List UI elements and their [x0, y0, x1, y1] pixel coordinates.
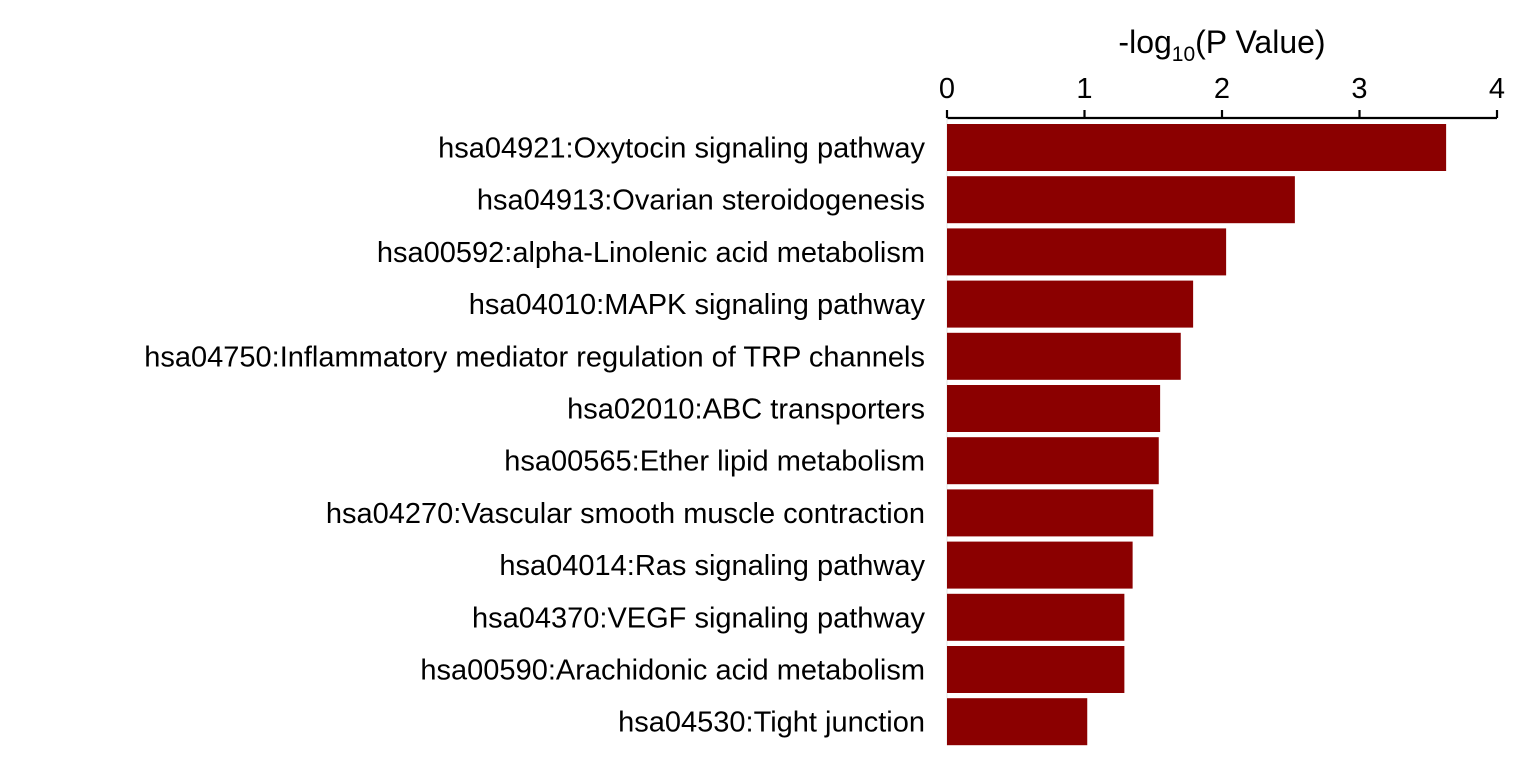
bar-5 — [947, 385, 1161, 432]
bar-6 — [947, 437, 1159, 485]
category-label-10: hsa00590:Arachidonic acid metabolism — [420, 655, 925, 687]
x-tick-label-4: 4 — [1489, 73, 1505, 105]
category-label-9: hsa04370:VEGF signaling pathway — [472, 602, 926, 634]
x-tick-label-0: 0 — [939, 73, 955, 105]
x-axis-title-prefix: -log — [1118, 24, 1171, 60]
category-label-4: hsa04750:Inflammatory mediator regulatio… — [144, 341, 925, 373]
x-axis-title-subscript: 10 — [1172, 43, 1195, 66]
category-label-6: hsa00565:Ether lipid metabolism — [504, 446, 925, 478]
category-label-2: hsa00592:alpha-Linolenic acid metabolism — [377, 237, 925, 269]
category-label-5: hsa02010:ABC transporters — [567, 394, 925, 426]
bar-1 — [947, 176, 1295, 224]
bars — [947, 124, 1447, 746]
bar-11 — [947, 698, 1088, 746]
x-axis-title-suffix: (P Value) — [1195, 24, 1325, 60]
bar-2 — [947, 228, 1227, 276]
x-tick-label-1: 1 — [1076, 73, 1092, 105]
category-labels: hsa04921:Oxytocin signaling pathway hsa04… — [144, 133, 925, 739]
category-label-3: hsa04010:MAPK signaling pathway — [469, 289, 926, 321]
bar-10 — [947, 646, 1125, 693]
category-label-7: hsa04270:Vascular smooth muscle contract… — [326, 498, 925, 530]
x-tick-label-2: 2 — [1214, 73, 1230, 105]
bar-0 — [947, 124, 1447, 171]
bar-8 — [947, 541, 1133, 589]
bar-9 — [947, 593, 1125, 641]
category-label-11: hsa04530:Tight junction — [618, 707, 925, 739]
category-label-0: hsa04921:Oxytocin signaling pathway — [438, 133, 925, 165]
x-axis-title: -log10(P Value) — [1118, 24, 1325, 66]
bar-4 — [947, 332, 1181, 380]
category-label-8: hsa04014:Ras signaling pathway — [499, 550, 925, 582]
bar-3 — [947, 280, 1194, 328]
category-label-1: hsa04913:Ovarian steroidogenesis — [477, 185, 925, 217]
x-axis: 0 1 2 3 4 — [939, 73, 1505, 746]
x-tick-label-3: 3 — [1351, 73, 1367, 105]
bar-7 — [947, 489, 1154, 537]
